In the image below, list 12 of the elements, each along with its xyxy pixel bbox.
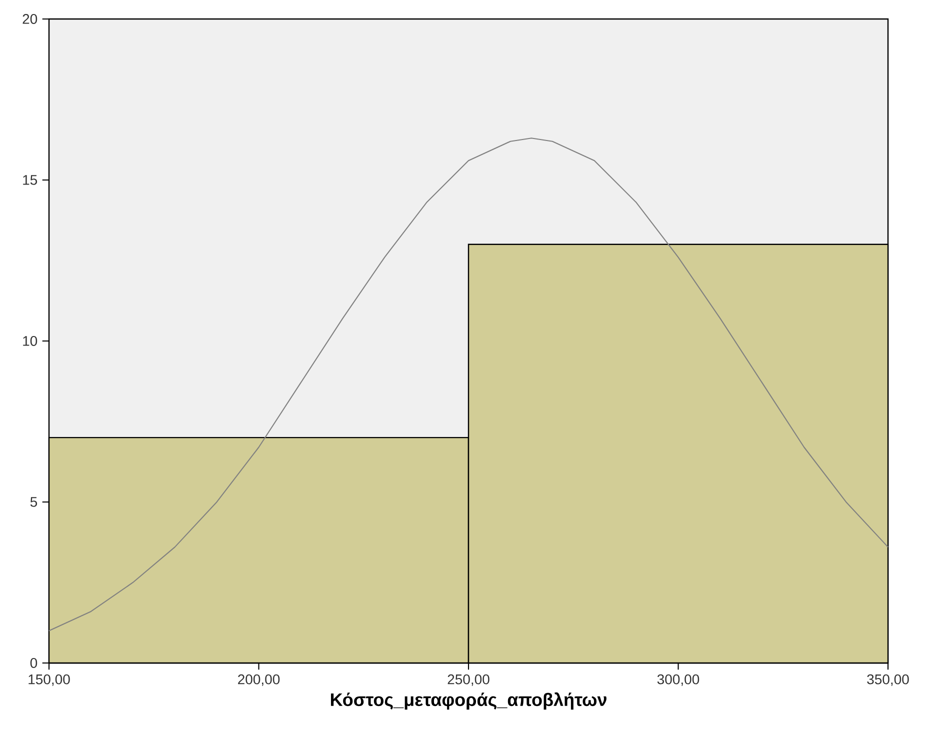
y-tick-label: 10: [23, 336, 38, 346]
x-tick-label: 150,00: [28, 674, 70, 686]
x-axis-title: Κόστος_μεταφοράς_αποβλήτων: [330, 692, 606, 710]
y-tick-label: 5: [30, 497, 38, 507]
x-tick-label: 300,00: [657, 674, 700, 686]
y-tick-label: 20: [22, 14, 38, 24]
x-tick-label: 350,00: [867, 674, 909, 686]
y-tick-label: 15: [23, 175, 38, 185]
x-tick-label: 250,00: [448, 674, 490, 686]
y-tick-label: 0: [30, 658, 38, 668]
x-tick-label: 200,00: [238, 674, 280, 686]
line-series: [48, 138, 889, 632]
